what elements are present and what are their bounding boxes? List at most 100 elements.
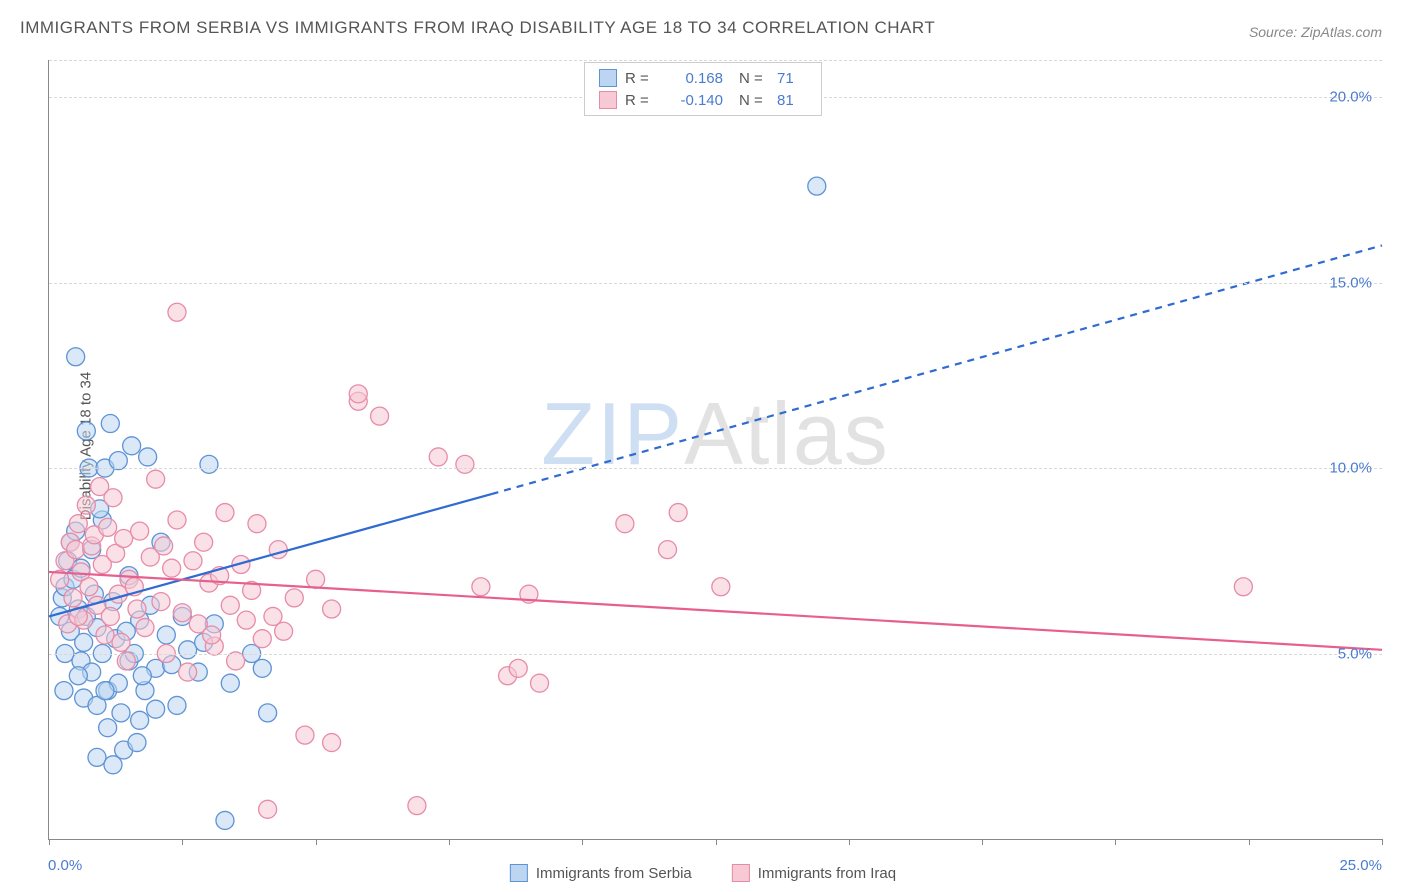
scatter-point (147, 700, 165, 718)
scatter-point (408, 797, 426, 815)
legend-swatch-serbia (510, 864, 528, 882)
scatter-point (307, 570, 325, 588)
scatter-point (96, 682, 114, 700)
legend-swatch-iraq (599, 91, 617, 109)
scatter-point (1234, 578, 1252, 596)
scatter-point (221, 674, 239, 692)
legend-series: Immigrants from Serbia Immigrants from I… (510, 864, 896, 882)
x-tick (849, 839, 850, 845)
scatter-point (128, 734, 146, 752)
scatter-point (227, 652, 245, 670)
scatter-point (195, 533, 213, 551)
scatter-point (659, 541, 677, 559)
legend-n-value: 71 (777, 70, 807, 87)
x-axis-max-label: 25.0% (1339, 857, 1382, 874)
scatter-point (168, 303, 186, 321)
y-tick-label: 20.0% (1329, 89, 1372, 106)
scatter-point (69, 515, 87, 533)
scatter-point (269, 541, 287, 559)
scatter-point (259, 704, 277, 722)
scatter-point (179, 641, 197, 659)
gridline (49, 468, 1382, 469)
scatter-point (77, 496, 95, 514)
legend-label: Immigrants from Serbia (536, 865, 692, 882)
scatter-point (99, 719, 117, 737)
legend-n-value: 81 (777, 92, 807, 109)
legend-r-value: 0.168 (663, 70, 723, 87)
scatter-point (296, 726, 314, 744)
scatter-point (203, 626, 221, 644)
legend-item-iraq: Immigrants from Iraq (732, 864, 896, 882)
scatter-point (80, 578, 98, 596)
gridline (49, 654, 1382, 655)
scatter-point (96, 626, 114, 644)
scatter-point (221, 596, 239, 614)
source-credit: Source: ZipAtlas.com (1249, 24, 1382, 40)
scatter-point (616, 515, 634, 533)
scatter-point (55, 682, 73, 700)
legend-item-serbia: Immigrants from Serbia (510, 864, 692, 882)
scatter-point (163, 559, 181, 577)
scatter-point (136, 619, 154, 637)
scatter-point (429, 448, 447, 466)
scatter-point (117, 652, 135, 670)
scatter-point (88, 748, 106, 766)
gridline (49, 283, 1382, 284)
scatter-point (131, 711, 149, 729)
scatter-point (216, 811, 234, 829)
scatter-point (253, 659, 271, 677)
legend-swatch-iraq (732, 864, 750, 882)
y-tick-label: 15.0% (1329, 274, 1372, 291)
x-tick (1382, 839, 1383, 845)
legend-label: Immigrants from Iraq (758, 865, 896, 882)
x-tick (982, 839, 983, 845)
scatter-point (131, 522, 149, 540)
scatter-point (712, 578, 730, 596)
scatter-point (531, 674, 549, 692)
scatter-point (104, 489, 122, 507)
chart-title: IMMIGRANTS FROM SERBIA VS IMMIGRANTS FRO… (20, 18, 935, 38)
x-tick (716, 839, 717, 845)
scatter-point (133, 667, 151, 685)
legend-correlation: R = 0.168 N = 71 R = -0.140 N = 81 (584, 62, 822, 116)
x-tick (49, 839, 50, 845)
scatter-point (349, 385, 367, 403)
legend-r-label: R = (625, 92, 655, 109)
scatter-point (168, 696, 186, 714)
x-tick (449, 839, 450, 845)
scatter-point (472, 578, 490, 596)
plot-area: ZIPAtlas 5.0%10.0%15.0%20.0% (48, 60, 1382, 840)
scatter-point (64, 589, 82, 607)
scatter-point (456, 455, 474, 473)
scatter-point (112, 704, 130, 722)
scatter-point (101, 415, 119, 433)
scatter-svg (49, 60, 1382, 839)
scatter-point (157, 626, 175, 644)
scatter-point (808, 177, 826, 195)
legend-r-label: R = (625, 70, 655, 87)
scatter-point (259, 800, 277, 818)
gridline (49, 60, 1382, 61)
scatter-point (323, 734, 341, 752)
scatter-point (128, 600, 146, 618)
scatter-point (168, 511, 186, 529)
scatter-point (152, 593, 170, 611)
scatter-point (285, 589, 303, 607)
scatter-point (123, 437, 141, 455)
scatter-point (101, 607, 119, 625)
scatter-point (509, 659, 527, 677)
scatter-point (200, 455, 218, 473)
scatter-point (669, 504, 687, 522)
legend-swatch-serbia (599, 69, 617, 87)
x-tick (182, 839, 183, 845)
scatter-point (248, 515, 266, 533)
scatter-point (253, 630, 271, 648)
scatter-point (173, 604, 191, 622)
scatter-point (216, 504, 234, 522)
x-axis-min-label: 0.0% (48, 857, 82, 874)
scatter-point (109, 452, 127, 470)
legend-row-serbia: R = 0.168 N = 71 (585, 67, 821, 89)
scatter-point (155, 537, 173, 555)
legend-r-value: -0.140 (663, 92, 723, 109)
legend-n-label: N = (739, 92, 769, 109)
